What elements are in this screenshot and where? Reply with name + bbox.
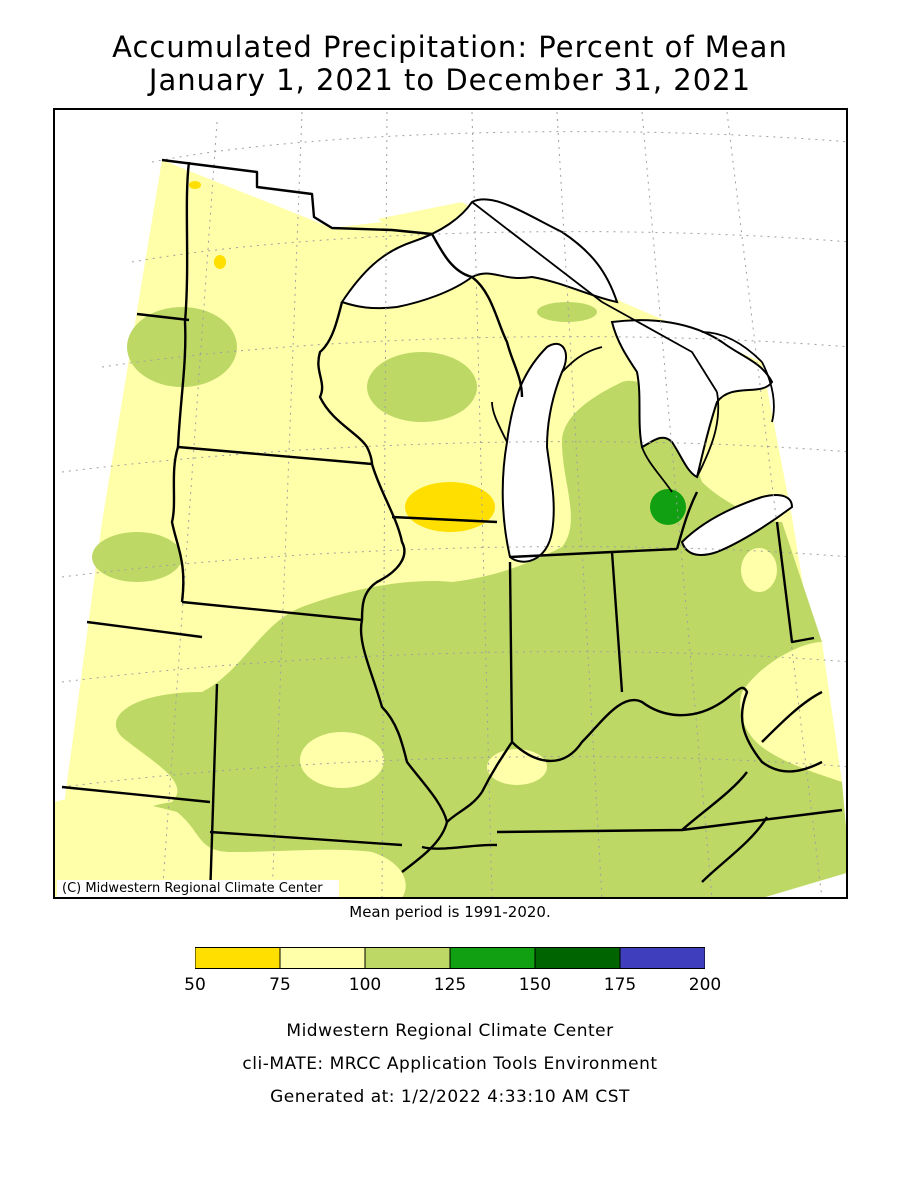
region-100-125-ia-west bbox=[92, 532, 182, 582]
lake-superior bbox=[340, 198, 619, 310]
legend-tick-50: 50 bbox=[184, 975, 206, 995]
lake-michigan bbox=[501, 342, 567, 563]
graticule bbox=[61, 111, 846, 897]
coastlines bbox=[471, 201, 775, 493]
state-borders bbox=[61, 158, 843, 897]
mean-period-note: Mean period is 1991-2020. bbox=[349, 903, 551, 921]
region-75-100-wv-patch bbox=[740, 642, 842, 782]
lake-erie bbox=[680, 494, 794, 556]
legend-tick-75: 75 bbox=[269, 975, 291, 995]
footer-organization: Midwestern Regional Climate Center bbox=[286, 1021, 614, 1041]
legend-swatch-75-100 bbox=[279, 947, 366, 969]
region-50-75-mn-corner bbox=[189, 181, 201, 189]
legend-tick-200: 200 bbox=[688, 975, 722, 995]
footer-generated-time: Generated at: 1/2/2022 4:33:10 AM CST bbox=[270, 1087, 630, 1107]
region-75-100-oh-patch bbox=[741, 548, 777, 592]
map-canvas bbox=[55, 111, 846, 897]
legend-swatch-100-125 bbox=[364, 947, 451, 969]
legend-tick-100: 100 bbox=[348, 975, 382, 995]
legend-swatch-50-75 bbox=[195, 947, 281, 969]
region-125-150-mi bbox=[650, 489, 686, 525]
map-title: Accumulated Precipitation: Percent of Me… bbox=[112, 30, 788, 64]
region-50-75-mn-small bbox=[214, 255, 226, 269]
map-copyright: (C) Midwestern Regional Climate Center bbox=[59, 880, 326, 897]
legend-swatches bbox=[195, 947, 705, 969]
legend-swatch-150-175 bbox=[534, 947, 621, 969]
region-75-100-il-patch bbox=[300, 732, 384, 788]
legend-swatch-125-150 bbox=[449, 947, 536, 969]
legend-swatch-175-200 bbox=[619, 947, 705, 969]
lake-superior-north-shore-land bbox=[312, 192, 382, 228]
region-50-75-wi-south bbox=[405, 482, 495, 532]
region-100-125-mn-west bbox=[127, 307, 237, 387]
color-legend bbox=[195, 947, 705, 969]
lake-huron bbox=[610, 319, 774, 479]
region-75-100-mo-south bbox=[55, 797, 406, 897]
region-100-125-central bbox=[55, 380, 846, 897]
footer-tool-name: cli-MATE: MRCC Application Tools Environ… bbox=[242, 1054, 658, 1074]
legend-tick-125: 125 bbox=[433, 975, 467, 995]
map-date-range: January 1, 2021 to December 31, 2021 bbox=[148, 63, 752, 97]
legend-tick-150: 150 bbox=[518, 975, 552, 995]
region-100-125-up bbox=[537, 302, 597, 322]
region-100-125-wi-north bbox=[367, 352, 477, 422]
legend-tick-175: 175 bbox=[603, 975, 637, 995]
precipitation-map: (C) Midwestern Regional Climate Center bbox=[53, 108, 848, 899]
